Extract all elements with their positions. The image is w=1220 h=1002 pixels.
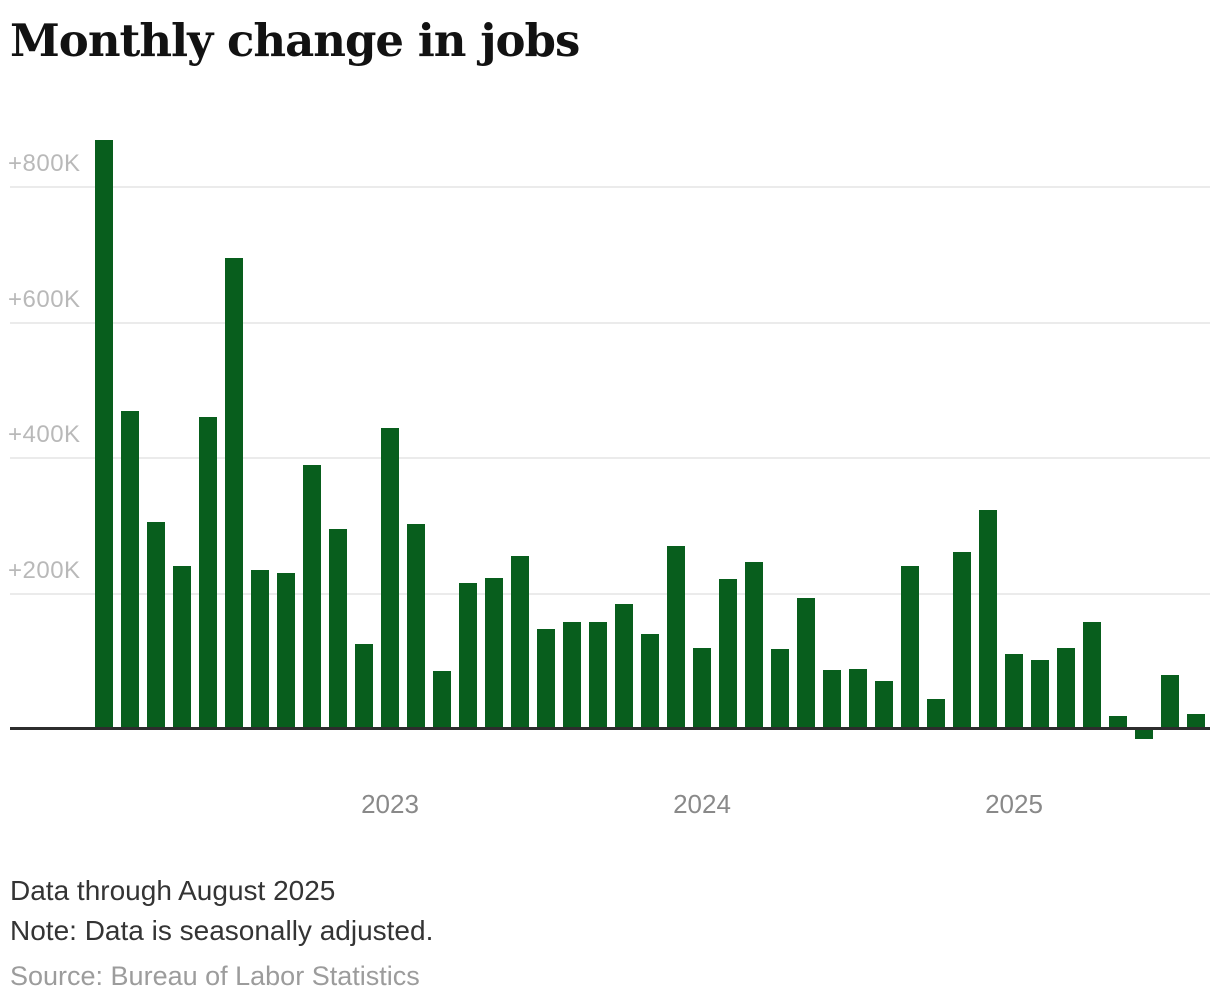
y-axis-tick-label: +600K	[8, 285, 81, 313]
gridline-+200K	[10, 592, 1210, 595]
bar-aug-2024[interactable]	[875, 680, 893, 729]
bar-mar-2024[interactable]	[745, 562, 763, 729]
bar-jun-2025[interactable]	[1135, 730, 1153, 739]
y-axis-tick-label: +200K	[8, 556, 81, 584]
bar-feb-2024[interactable]	[719, 578, 737, 729]
gridline-+800K	[10, 186, 1210, 188]
bar-mar-2023[interactable]	[433, 671, 451, 729]
bar-oct-2024[interactable]	[927, 699, 945, 729]
bar-jul-2023[interactable]	[537, 628, 555, 729]
bar-jan-2024[interactable]	[693, 648, 711, 729]
bar-jun-2024[interactable]	[823, 670, 841, 729]
bar-apr-2023[interactable]	[459, 582, 477, 729]
bar-mar-2025[interactable]	[1057, 647, 1075, 729]
bar-may-2024[interactable]	[797, 598, 815, 729]
bar-sep-2023[interactable]	[589, 621, 607, 729]
x-axis-year-label-2025: 2025	[985, 789, 1043, 819]
bar-oct-2022[interactable]	[303, 464, 321, 729]
bar-dec-2022[interactable]	[355, 644, 373, 729]
bar-jun-2022[interactable]	[199, 417, 217, 729]
bar-dec-2024[interactable]	[979, 510, 997, 729]
bar-jul-2024[interactable]	[849, 669, 867, 729]
bar-apr-2024[interactable]	[771, 649, 789, 729]
bar-sep-2022[interactable]	[277, 573, 295, 729]
chart-title: Monthly change in jobs	[10, 14, 580, 67]
bar-oct-2023[interactable]	[615, 603, 633, 729]
bar-apr-2025[interactable]	[1083, 621, 1101, 729]
bar-feb-2023[interactable]	[407, 523, 425, 729]
bar-nov-2024[interactable]	[953, 552, 971, 729]
y-axis-tick-label: +400K	[8, 421, 81, 448]
bar-apr-2022[interactable]	[147, 522, 165, 729]
bar-jan-2023[interactable]	[381, 428, 399, 729]
bar-jul-2022[interactable]	[225, 258, 243, 729]
bar-jun-2023[interactable]	[511, 556, 529, 729]
bar-nov-2022[interactable]	[329, 529, 347, 729]
gridline-+600K	[10, 321, 1210, 324]
source-credit: Source: Bureau of Labor Statistics	[10, 961, 420, 991]
gridline-+400K	[10, 457, 1210, 459]
y-axis-tick-label: +800K	[8, 150, 81, 177]
bar-may-2025[interactable]	[1109, 716, 1127, 729]
bar-feb-2022[interactable]	[95, 139, 113, 729]
bar-dec-2023[interactable]	[667, 546, 685, 729]
data-through-note: Data through August 2025	[10, 875, 336, 906]
x-axis-baseline	[10, 727, 1210, 730]
bar-may-2022[interactable]	[173, 566, 191, 729]
bar-mar-2022[interactable]	[121, 410, 139, 729]
bar-sep-2024[interactable]	[901, 566, 919, 729]
bar-jan-2025[interactable]	[1005, 653, 1023, 729]
bar-feb-2025[interactable]	[1031, 659, 1049, 729]
bar-jul-2025[interactable]	[1161, 675, 1179, 729]
bar-aug-2025[interactable]	[1187, 714, 1205, 729]
bar-aug-2022[interactable]	[251, 569, 269, 729]
bar-aug-2023[interactable]	[563, 621, 581, 729]
bar-may-2023[interactable]	[485, 577, 503, 729]
bar-nov-2023[interactable]	[641, 634, 659, 729]
x-axis-year-label-2023: 2023	[361, 789, 419, 819]
x-axis-year-label-2024: 2024	[673, 789, 731, 819]
seasonal-adjustment-note: Note: Data is seasonally adjusted.	[10, 915, 434, 946]
